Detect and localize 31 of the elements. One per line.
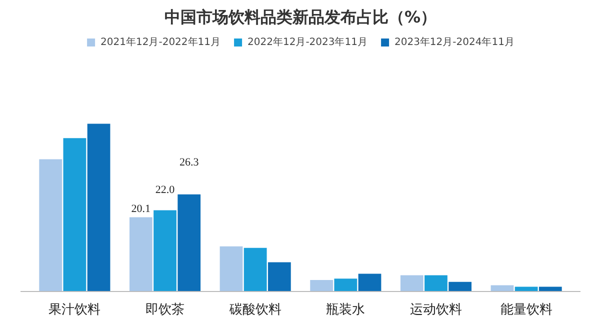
x-tick-label: 运动饮料 xyxy=(410,302,462,318)
bar xyxy=(514,286,538,292)
legend-label: 2023年12月-2024年11月 xyxy=(394,36,514,49)
data-label: 22.0 xyxy=(155,184,176,196)
x-tick-label: 瓶装水 xyxy=(326,302,366,318)
legend-label: 2022年12月-2023年11月 xyxy=(248,36,368,49)
x-tick-label: 碳酸饮料 xyxy=(228,302,282,318)
legend-label: 2021年12月-2022年11月 xyxy=(100,36,221,49)
bar xyxy=(87,124,110,292)
bar xyxy=(424,275,448,292)
bar xyxy=(220,246,243,292)
bar xyxy=(154,210,176,292)
bar xyxy=(448,282,472,292)
bar xyxy=(129,217,152,292)
chart-title: 中国市场饮料品类新品发布占比（%） xyxy=(164,8,437,26)
bar xyxy=(334,278,358,292)
data-label: 26.3 xyxy=(179,156,200,168)
bar xyxy=(268,262,291,292)
bar xyxy=(358,274,382,292)
bar xyxy=(538,286,562,292)
bar xyxy=(244,248,267,292)
bar xyxy=(400,275,424,292)
x-tick-label: 即饮茶 xyxy=(146,302,185,318)
x-tick-label: 能量饮料 xyxy=(500,302,552,318)
x-tick-label: 果汁饮料 xyxy=(48,302,101,318)
bar xyxy=(490,285,514,292)
bar xyxy=(63,138,86,292)
bar xyxy=(178,194,201,292)
bar xyxy=(310,280,334,292)
data-label: 20.1 xyxy=(131,203,151,216)
bar xyxy=(39,159,62,292)
